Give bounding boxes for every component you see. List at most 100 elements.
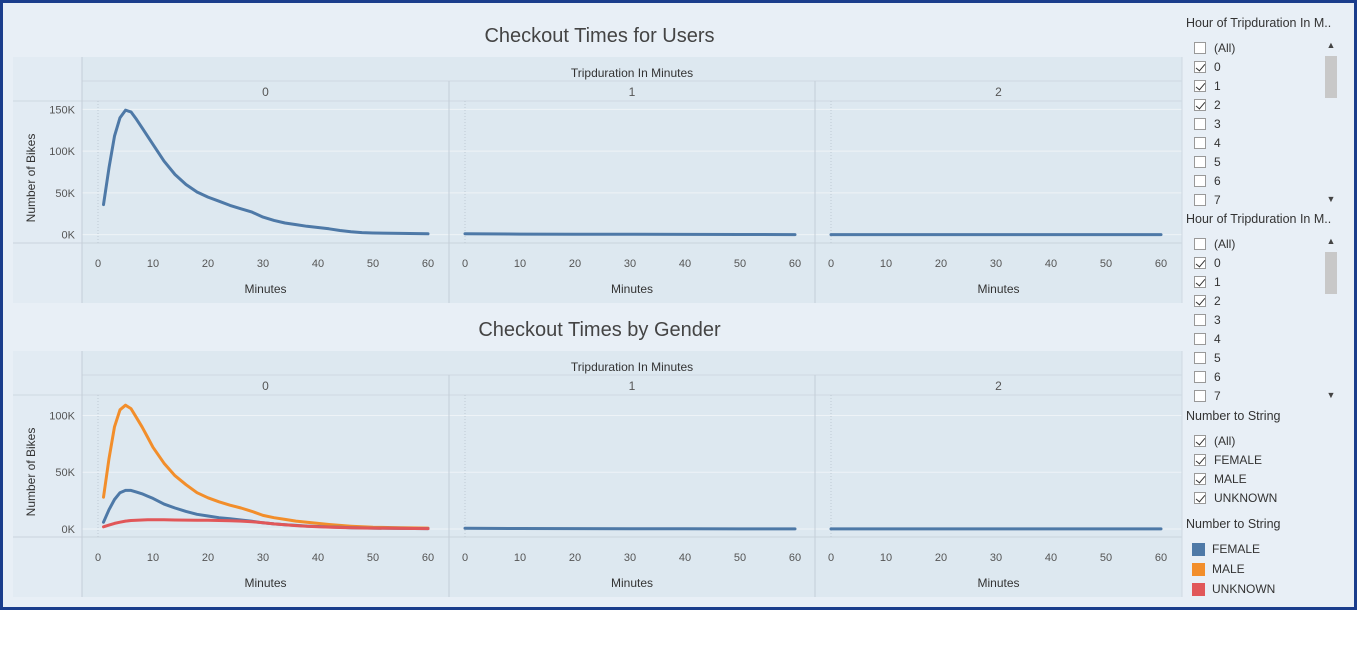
checkbox-unchecked[interactable] <box>1194 193 1206 206</box>
filter-option[interactable]: 5 <box>1194 152 1221 171</box>
checkbox-unchecked[interactable] <box>1194 155 1206 168</box>
x-tick-label: 10 <box>880 258 892 270</box>
filter-option-label: 1 <box>1214 78 1221 93</box>
checkbox-checked[interactable] <box>1194 434 1206 447</box>
filter-option[interactable]: UNKNOWN <box>1194 488 1277 507</box>
checkbox-checked[interactable] <box>1194 275 1206 288</box>
series-line-male[interactable] <box>102 403 430 530</box>
filter-option[interactable]: 6 <box>1194 171 1221 190</box>
filter-option-label: 1 <box>1214 274 1221 289</box>
checkbox-unchecked[interactable] <box>1194 117 1206 130</box>
legend-item[interactable]: FEMALE <box>1192 539 1260 559</box>
x-axis-label: Minutes <box>977 282 1019 296</box>
checkbox-checked[interactable] <box>1194 491 1206 504</box>
filter-option[interactable]: 0 <box>1194 253 1221 272</box>
checkbox-checked[interactable] <box>1194 60 1206 73</box>
scroll-thumb[interactable] <box>1325 252 1337 294</box>
chevron-up-icon[interactable]: ▲ <box>1326 40 1336 50</box>
filter-gender: Number to String (All) FEMALE MALE UNKNOWN <box>1186 409 1346 505</box>
filter-option-label: 6 <box>1214 369 1221 384</box>
checkbox-unchecked[interactable] <box>1194 351 1206 364</box>
filter-option-label: 6 <box>1214 173 1221 188</box>
y-tick-label: 0K <box>62 524 76 536</box>
checkbox-unchecked[interactable] <box>1194 237 1206 250</box>
checkbox-checked[interactable] <box>1194 98 1206 111</box>
checkbox-unchecked[interactable] <box>1194 389 1206 402</box>
checkbox-unchecked[interactable] <box>1194 174 1206 187</box>
x-tick-label: 30 <box>990 552 1002 564</box>
legend-label: UNKNOWN <box>1212 582 1276 596</box>
filter-option[interactable]: 4 <box>1194 329 1221 348</box>
chevron-down-icon[interactable]: ▼ <box>1326 194 1336 204</box>
filter-option[interactable]: 2 <box>1194 95 1221 114</box>
y-tick-label: 50K <box>55 467 75 479</box>
filter-hour-1: Hour of Tripduration In M.. (All) 0 1 2 3 4 5 6… <box>1186 16 1346 208</box>
filter-option[interactable]: 1 <box>1194 76 1221 95</box>
checkbox-checked[interactable] <box>1194 472 1206 485</box>
filter-option[interactable]: 3 <box>1194 114 1221 133</box>
series-line-unknown[interactable] <box>102 518 430 531</box>
series-line[interactable] <box>102 108 430 236</box>
filter-option-label: MALE <box>1214 471 1247 486</box>
x-tick-label: 0 <box>462 258 468 270</box>
legend-label: MALE <box>1212 562 1245 576</box>
filter-option[interactable]: 1 <box>1194 272 1221 291</box>
legend-item[interactable]: UNKNOWN <box>1192 579 1275 599</box>
x-tick-label: 40 <box>679 552 691 564</box>
checkbox-unchecked[interactable] <box>1194 370 1206 383</box>
checkbox-checked[interactable] <box>1194 453 1206 466</box>
chevron-up-icon[interactable]: ▲ <box>1326 236 1336 246</box>
checkbox-unchecked[interactable] <box>1194 332 1206 345</box>
checkbox-unchecked[interactable] <box>1194 136 1206 149</box>
legend-item[interactable]: MALE <box>1192 559 1245 579</box>
chart-gender[interactable]: Tripduration In Minutes Number of Bikes 0K… <box>13 351 1185 597</box>
dashboard-frame: Checkout Times for Users Checkout Times … <box>0 0 1357 610</box>
column-header: Tripduration In Minutes <box>571 360 693 374</box>
checkbox-checked[interactable] <box>1194 294 1206 307</box>
filter-option[interactable]: MALE <box>1194 469 1247 488</box>
filter-option[interactable]: 5 <box>1194 348 1221 367</box>
y-axis-label: Number of Bikes <box>24 428 38 517</box>
filter-title: Hour of Tripduration In M.. <box>1186 212 1332 226</box>
panel-area <box>82 57 1182 303</box>
x-tick-label: 60 <box>789 258 801 270</box>
filter-option-label: (All) <box>1214 236 1236 251</box>
checkbox-checked[interactable] <box>1194 79 1206 92</box>
filter-option[interactable]: 7 <box>1194 386 1221 405</box>
checkbox-unchecked[interactable] <box>1194 313 1206 326</box>
filter-option[interactable]: 4 <box>1194 133 1221 152</box>
x-tick-label: 40 <box>679 258 691 270</box>
filter-option[interactable]: FEMALE <box>1194 450 1262 469</box>
filter-option[interactable]: (All) <box>1194 234 1235 253</box>
x-tick-label: 30 <box>624 552 636 564</box>
panel-header: 2 <box>995 85 1002 99</box>
chevron-down-icon[interactable]: ▼ <box>1326 390 1336 400</box>
filter-option-label: 0 <box>1214 255 1221 270</box>
scroll-thumb[interactable] <box>1325 56 1337 98</box>
x-tick-label: 10 <box>514 552 526 564</box>
x-tick-label: 10 <box>147 552 159 564</box>
filter-option[interactable]: 7 <box>1194 190 1221 209</box>
filter-option[interactable]: 0 <box>1194 57 1221 76</box>
y-tick-label: 150K <box>49 104 75 116</box>
series-line-female[interactable] <box>463 526 797 531</box>
scrollbar[interactable]: ▲ ▼ <box>1324 38 1338 208</box>
filter-option[interactable]: 6 <box>1194 367 1221 386</box>
filter-option[interactable]: 3 <box>1194 310 1221 329</box>
scrollbar[interactable]: ▲ ▼ <box>1324 234 1338 404</box>
legend-swatch <box>1192 542 1205 556</box>
filter-option[interactable]: (All) <box>1194 38 1235 57</box>
checkbox-checked[interactable] <box>1194 256 1206 269</box>
panel-area <box>82 351 1182 597</box>
x-axis-label: Minutes <box>244 576 286 590</box>
filter-option[interactable]: (All) <box>1194 431 1235 450</box>
y-axis-label: Number of Bikes <box>24 134 38 223</box>
chart-title-users: Checkout Times for Users <box>484 25 715 47</box>
filter-option[interactable]: 2 <box>1194 291 1221 310</box>
filter-hour-2: Hour of Tripduration In M.. (All) 0 1 2 3 4 5 6… <box>1186 212 1346 404</box>
checkbox-unchecked[interactable] <box>1194 41 1206 54</box>
x-tick-label: 50 <box>1100 552 1112 564</box>
panel-header: 0 <box>262 379 269 393</box>
chart-users[interactable]: Tripduration In Minutes Number of Bikes 0K… <box>13 57 1185 303</box>
series-line[interactable] <box>463 232 797 237</box>
